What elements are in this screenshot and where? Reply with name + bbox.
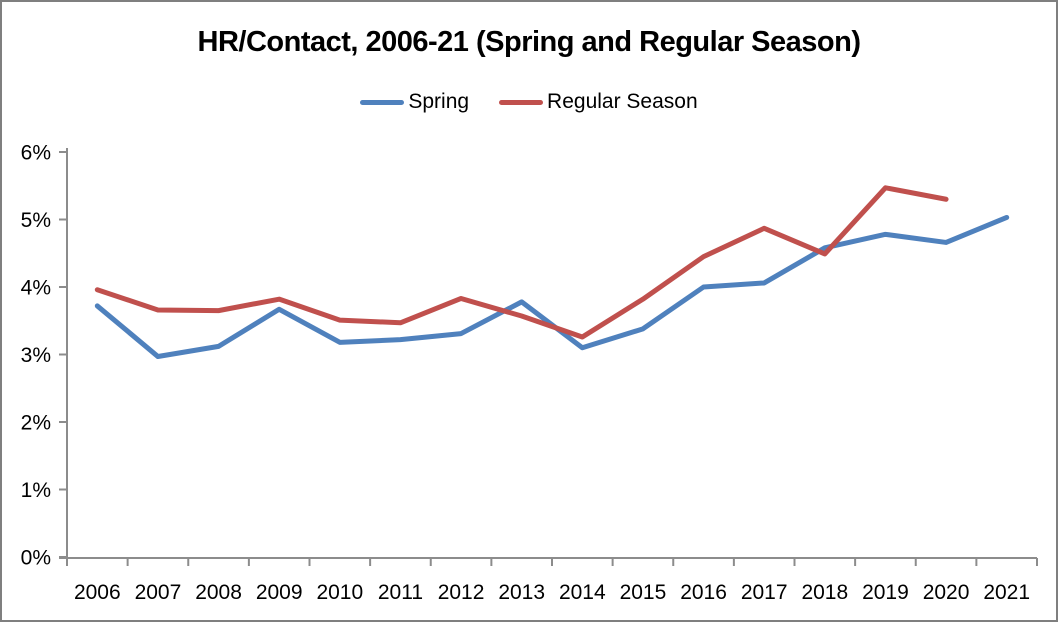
- y-tick-label: 2%: [21, 412, 51, 435]
- x-tick-label: 2009: [256, 581, 303, 604]
- series-line-regular-season: [94, 185, 949, 340]
- x-tick-label: 2008: [195, 581, 242, 604]
- legend-label-spring: Spring: [408, 90, 470, 113]
- x-tick-label: 2015: [620, 581, 667, 604]
- y-tick-label: 6%: [21, 142, 51, 165]
- x-tick-label: 2019: [862, 581, 909, 604]
- x-tick-label: 2013: [498, 581, 545, 604]
- y-tick-label: 5%: [21, 209, 51, 232]
- y-tick-label: 3%: [21, 344, 51, 367]
- y-tick-label: 4%: [21, 277, 51, 300]
- chart-title: HR/Contact, 2006-21 (Spring and Regular …: [197, 26, 861, 58]
- x-tick-label: 2021: [983, 581, 1030, 604]
- chart-legend: Spring Regular Season: [2, 90, 1056, 114]
- x-tick-label: 2014: [559, 581, 606, 604]
- x-tick-label: 2011: [378, 581, 423, 604]
- x-tick-label: 2020: [923, 581, 970, 604]
- spring-line-swatch-icon: [360, 99, 405, 105]
- x-tick-label: 2017: [741, 581, 788, 604]
- x-tick-label: 2007: [135, 581, 182, 604]
- x-tick-label: 2016: [680, 581, 727, 604]
- legend-label-regular-season: Regular Season: [547, 90, 698, 113]
- x-tick-label: 2012: [438, 581, 485, 604]
- legend-item-regular-season: Regular Season: [499, 90, 698, 114]
- legend-item-spring: Spring: [360, 90, 469, 114]
- x-tick-label: 2006: [74, 581, 121, 604]
- x-tick-label: 2018: [801, 581, 848, 604]
- series-line-spring: [94, 214, 1010, 360]
- y-tick-label: 0%: [21, 547, 51, 570]
- y-tick-label: 1%: [21, 479, 51, 502]
- x-tick-label: 2010: [316, 581, 363, 604]
- regular-season-line-swatch-icon: [499, 99, 544, 105]
